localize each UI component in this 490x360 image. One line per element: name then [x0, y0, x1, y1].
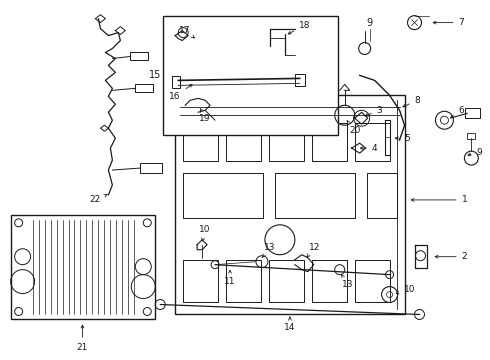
Bar — [269, 260, 304, 302]
Bar — [226, 260, 261, 302]
Text: 15: 15 — [149, 71, 161, 80]
Text: 6: 6 — [450, 106, 464, 118]
Bar — [163, 15, 338, 135]
Text: 13: 13 — [342, 275, 353, 289]
Text: 11: 11 — [224, 270, 236, 286]
Text: 16: 16 — [170, 85, 192, 101]
Text: 18: 18 — [288, 21, 311, 34]
Text: 13: 13 — [262, 243, 276, 257]
Bar — [269, 123, 304, 161]
Bar — [355, 123, 390, 161]
Bar — [355, 260, 390, 302]
Bar — [172, 76, 180, 88]
Text: 21: 21 — [77, 325, 88, 352]
Text: 19: 19 — [199, 108, 211, 123]
Text: 3: 3 — [365, 106, 383, 116]
Text: 1: 1 — [411, 195, 467, 204]
Text: 5: 5 — [395, 134, 411, 143]
Bar — [183, 260, 218, 302]
Text: 8: 8 — [403, 96, 420, 107]
Text: 12: 12 — [307, 243, 320, 257]
Text: 10: 10 — [396, 285, 416, 294]
Text: 10: 10 — [199, 225, 211, 241]
Bar — [11, 215, 155, 319]
Bar — [140, 163, 162, 173]
Text: 9: 9 — [367, 18, 373, 28]
Text: 4: 4 — [360, 144, 377, 153]
Bar — [135, 84, 153, 92]
Text: 7: 7 — [433, 18, 464, 27]
Text: 14: 14 — [284, 317, 295, 332]
Bar — [295, 75, 305, 86]
Bar — [183, 123, 218, 161]
Bar — [466, 108, 480, 118]
Text: 9: 9 — [468, 148, 482, 157]
Bar — [312, 123, 347, 161]
Bar — [226, 123, 261, 161]
Bar — [130, 53, 148, 60]
Bar — [367, 173, 396, 218]
Text: 20: 20 — [347, 121, 360, 135]
Text: 17: 17 — [179, 26, 195, 38]
Bar — [312, 260, 347, 302]
Bar — [175, 95, 405, 315]
Text: 2: 2 — [435, 252, 467, 261]
Bar — [183, 173, 263, 218]
Bar — [467, 133, 475, 139]
Bar — [275, 173, 355, 218]
Text: 22: 22 — [90, 194, 107, 204]
